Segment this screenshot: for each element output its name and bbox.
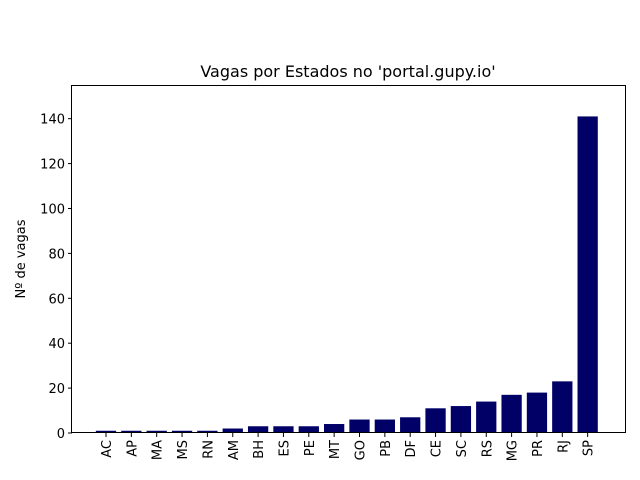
x-tick-label: RJ xyxy=(556,440,571,453)
bar-rs xyxy=(476,401,497,433)
x-tick-label: DF xyxy=(404,440,419,458)
y-ticks-group: 0 20 40 60 80 100 120 140 xyxy=(40,113,72,442)
bar-rn xyxy=(197,430,218,433)
plot-frame xyxy=(71,85,626,433)
bar-ap xyxy=(121,430,142,433)
y-tick-label: 80 xyxy=(48,247,65,262)
x-tick-label: GO xyxy=(354,440,369,460)
x-tick-label: SP xyxy=(582,440,597,456)
bar-pe xyxy=(298,426,319,433)
x-tick-label: ES xyxy=(277,440,292,456)
x-tick-label: PE xyxy=(303,440,318,456)
x-tick-label: PR xyxy=(531,440,546,457)
bar-ce xyxy=(425,408,446,433)
x-tick-label: MS xyxy=(176,440,191,459)
y-tick-label: 40 xyxy=(48,337,65,352)
x-tick-label: RN xyxy=(201,440,216,459)
bar-ma xyxy=(146,430,167,433)
bar-es xyxy=(273,426,294,433)
y-tick-label: 0 xyxy=(57,427,65,442)
y-tick-label: 140 xyxy=(40,113,65,128)
x-tick-label: RS xyxy=(480,440,495,457)
y-tick-label: 100 xyxy=(40,202,65,217)
y-tick-label: 120 xyxy=(40,158,65,173)
y-tick-label: 60 xyxy=(48,292,65,307)
bar-pb xyxy=(374,419,395,433)
y-axis-label: Nº de vagas xyxy=(14,219,29,298)
x-tick-label: PB xyxy=(379,440,394,457)
x-ticks-group: AC AP MA MS RN AM BH ES PE MT GO PB DF CE SC RS MG PR RJ SP xyxy=(100,433,597,461)
x-tick-label: MA xyxy=(151,440,166,460)
bar-mt xyxy=(324,424,345,433)
bar-am xyxy=(222,428,243,433)
bar-mg xyxy=(501,394,522,433)
chart-title: Vagas por Estados no 'portal.gupy.io' xyxy=(200,62,495,81)
bar-sp xyxy=(577,116,598,434)
bar-bh xyxy=(247,426,269,433)
x-tick-label: AP xyxy=(125,440,140,457)
bar-df xyxy=(400,417,421,433)
x-tick-label: MG xyxy=(506,440,521,461)
bar-ms xyxy=(171,430,193,433)
bar-rj xyxy=(552,381,573,433)
x-tick-label: BH xyxy=(252,440,267,459)
x-tick-label: AM xyxy=(227,440,242,460)
x-tick-label: CE xyxy=(430,440,445,457)
x-tick-label: MT xyxy=(328,440,343,459)
bars-group xyxy=(95,116,598,434)
bar-ac xyxy=(95,430,117,433)
bar-sc xyxy=(450,406,472,433)
bar-go xyxy=(349,419,370,433)
x-tick-label: SC xyxy=(455,440,470,457)
x-tick-label: AC xyxy=(100,440,115,458)
y-tick-label: 20 xyxy=(48,382,65,397)
bar-pr xyxy=(526,392,548,433)
